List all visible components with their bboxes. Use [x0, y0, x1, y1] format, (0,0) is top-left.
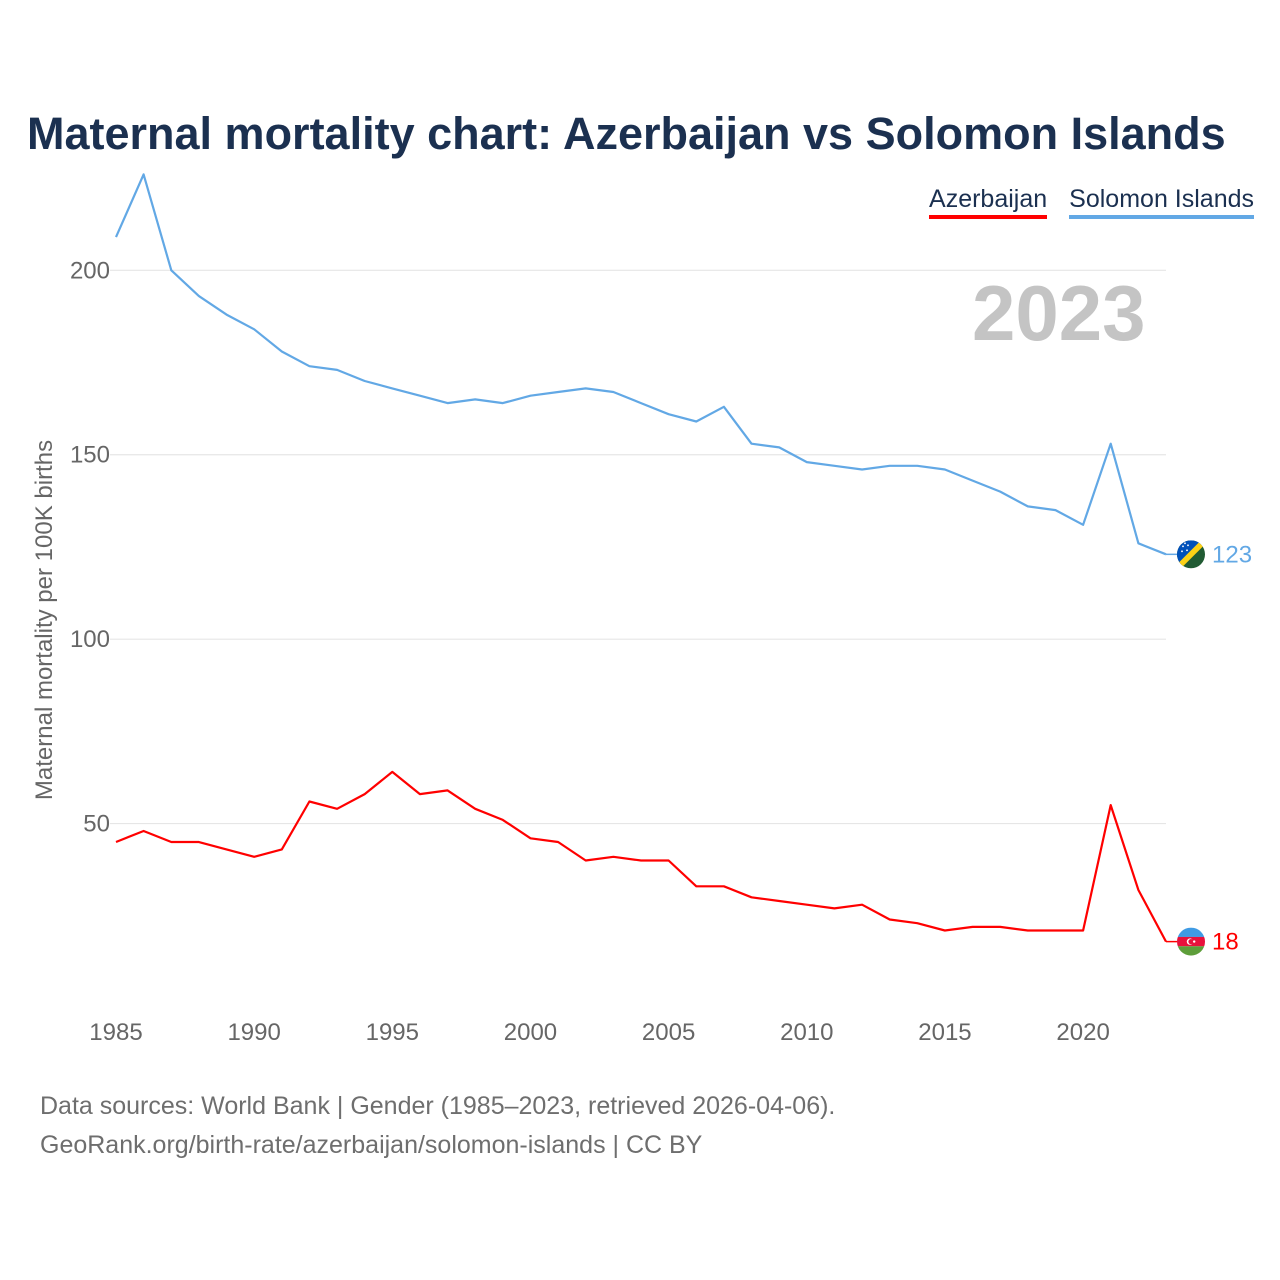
series-line-solomon-islands[interactable] — [114, 173, 1167, 556]
chart-title: Maternal mortality chart: Azerbaijan vs … — [27, 108, 1226, 159]
solomon-islands-flag-icon — [1177, 540, 1205, 569]
x-tick-label: 2000 — [504, 1019, 557, 1046]
legend-item-solomon-islands[interactable]: Solomon Islands — [1069, 184, 1254, 219]
x-tick-label: 2020 — [1056, 1019, 1109, 1046]
azerbaijan-flag-icon — [1177, 927, 1205, 956]
x-tick-label: 2005 — [642, 1019, 695, 1046]
current-year-label: 2023 — [972, 269, 1146, 357]
line-chart: 50 100 150 200 1985 1990 1995 2000 2005 2010 2015… — [31, 173, 1252, 1046]
y-tick-label: 200 — [70, 257, 110, 284]
end-value-label-solomon-islands: 123 — [1212, 541, 1252, 568]
x-tick-label: 2015 — [918, 1019, 971, 1046]
y-tick-label: 50 — [83, 811, 110, 838]
series-lines — [114, 173, 1167, 943]
y-axis-ticks: 50 100 150 200 — [70, 257, 110, 837]
x-tick-label: 1985 — [89, 1019, 142, 1046]
legend: Azerbaijan Solomon Islands — [929, 184, 1254, 219]
gridlines — [110, 269, 1166, 825]
series-endpoints: 123 18 — [1166, 540, 1252, 956]
y-axis-label: Maternal mortality per 100K births — [31, 440, 58, 800]
source-link[interactable]: GeoRank.org/birth-rate/azerbaijan/solomo… — [40, 1131, 703, 1159]
series-line-azerbaijan[interactable] — [115, 770, 1167, 943]
footer: Data sources: World Bank | Gender (1985–… — [40, 1087, 835, 1165]
x-tick-label: 2010 — [780, 1019, 833, 1046]
x-tick-label: 1995 — [366, 1019, 419, 1046]
x-tick-label: 1990 — [227, 1019, 280, 1046]
legend-item-azerbaijan[interactable]: Azerbaijan — [929, 184, 1048, 219]
y-tick-label: 100 — [70, 626, 110, 653]
end-value-label-azerbaijan: 18 — [1212, 929, 1239, 956]
y-tick-label: 150 — [70, 442, 110, 469]
data-source-text: Data sources: World Bank | Gender (1985–… — [40, 1092, 836, 1120]
x-axis-ticks: 1985 1990 1995 2000 2005 2010 2015 2020 — [89, 1019, 1109, 1046]
